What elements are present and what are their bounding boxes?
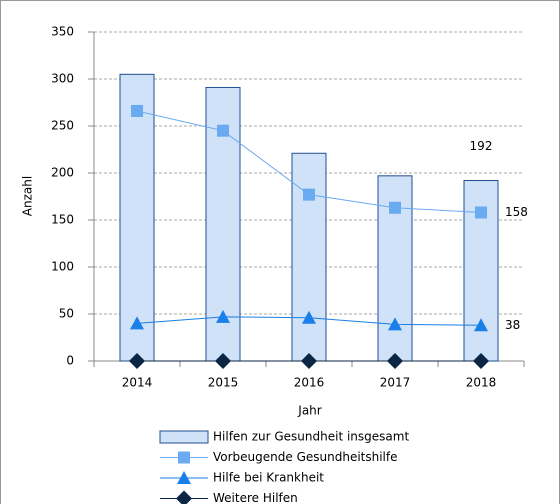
marker xyxy=(129,353,145,369)
marker xyxy=(473,353,489,369)
marker xyxy=(301,353,317,369)
legend-marker xyxy=(178,451,190,464)
bar xyxy=(291,152,327,362)
x-axis-label: Jahr xyxy=(297,404,321,418)
marker xyxy=(389,201,401,214)
y-tick-label: 200 xyxy=(51,166,74,180)
data-label: 192 xyxy=(470,139,493,153)
marker xyxy=(302,310,316,324)
x-tick-label: 2014 xyxy=(122,376,153,390)
y-axis-label: Anzahl xyxy=(21,176,35,216)
marker xyxy=(387,353,403,369)
y-tick-label: 0 xyxy=(66,354,74,368)
y-tick-label: 150 xyxy=(51,213,74,227)
y-tick-label: 50 xyxy=(59,307,74,321)
legend-label: Hilfe bei Krankheit xyxy=(213,471,324,485)
marker xyxy=(388,317,402,331)
y-tick-label: 100 xyxy=(51,260,74,274)
marker xyxy=(303,188,315,201)
marker xyxy=(216,309,230,323)
x-tick-label: 2016 xyxy=(294,376,325,390)
marker xyxy=(217,124,229,137)
legend-label: Hilfen zur Gesundheit insgesamt xyxy=(213,430,409,444)
marker xyxy=(215,353,231,369)
legend-marker xyxy=(177,471,191,484)
data-label: 158 xyxy=(505,205,528,219)
legend-swatch xyxy=(159,430,209,444)
marker xyxy=(130,316,144,330)
y-tick-label: 250 xyxy=(51,119,74,133)
legend-marker xyxy=(176,490,192,504)
marker xyxy=(474,318,488,332)
marker xyxy=(131,104,143,117)
x-tick-label: 2018 xyxy=(466,376,497,390)
marker xyxy=(475,206,487,219)
legend-label: Weitere Hilfen xyxy=(213,491,298,504)
y-tick-label: 350 xyxy=(51,25,74,39)
x-tick-label: 2017 xyxy=(380,376,411,390)
x-tick-label: 2015 xyxy=(208,376,239,390)
legend-label: Vorbeugende Gesundheitshilfe xyxy=(213,450,398,464)
data-label: 38 xyxy=(505,318,520,332)
y-tick-label: 300 xyxy=(51,72,74,86)
